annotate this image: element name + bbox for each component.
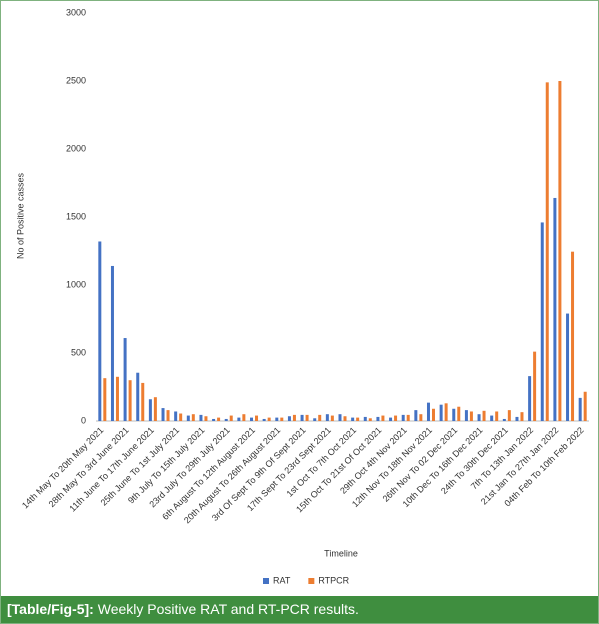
bar: [330, 415, 334, 421]
bar: [583, 391, 587, 421]
bar: [224, 418, 228, 421]
bar: [300, 414, 304, 421]
bar: [381, 415, 385, 421]
bar: [363, 416, 367, 421]
bar: [495, 411, 499, 421]
bar: [444, 403, 448, 421]
bar: [406, 414, 410, 421]
bar: [368, 418, 372, 421]
bar: [452, 408, 456, 421]
legend-label: RAT: [273, 575, 291, 585]
bar: [229, 415, 233, 421]
y-axis-label: No of Positive casses: [15, 172, 25, 259]
bar: [123, 338, 127, 421]
y-tick-label: 1500: [66, 211, 86, 221]
bar: [262, 418, 266, 421]
bar: [103, 378, 107, 421]
bar: [98, 241, 102, 421]
legend-swatch: [263, 578, 269, 584]
bar: [110, 265, 114, 421]
chart: No of Positive casses Timeline 0 500 1000 1…: [15, 7, 589, 585]
bar: [287, 416, 291, 421]
bar: [148, 399, 152, 421]
bar: [520, 412, 524, 421]
x-tick-label: 3rd Of Sept To 9th Of Sept 2021: [210, 425, 308, 523]
bar: [115, 376, 119, 421]
bar: [242, 414, 246, 421]
bar: [186, 415, 190, 421]
bar: [376, 416, 380, 421]
bar: [482, 410, 486, 421]
bar: [507, 410, 511, 421]
bar: [515, 416, 519, 421]
bar: [502, 418, 506, 421]
bar: [338, 414, 342, 421]
bar: [528, 376, 532, 421]
bar: [439, 404, 443, 421]
bar: [553, 197, 557, 421]
bar: [153, 397, 157, 421]
y-tick-label: 3000: [66, 7, 86, 17]
bar: [351, 417, 355, 421]
bar: [431, 408, 435, 421]
bar: [174, 411, 178, 421]
bar: [275, 417, 279, 421]
legend-label: RTPCR: [318, 575, 349, 585]
bar: [204, 416, 208, 421]
bar: [313, 418, 317, 421]
caption-text: Weekly Positive RAT and RT-PCR results.: [97, 601, 359, 617]
bar: [356, 417, 360, 421]
bar: [141, 382, 145, 421]
bar: [464, 410, 468, 421]
bar: [426, 402, 430, 421]
bar: [477, 414, 481, 421]
x-axis-label: Timeline: [324, 548, 358, 558]
bar: [166, 410, 170, 421]
bar: [571, 251, 575, 421]
bar: [250, 417, 254, 421]
y-tick-label: 1000: [66, 279, 86, 289]
bar: [578, 397, 582, 421]
y-tick-label: 2500: [66, 75, 86, 85]
bar: [490, 415, 494, 421]
bar: [179, 413, 183, 421]
bar: [267, 417, 271, 421]
bar: [558, 81, 562, 421]
bar: [318, 414, 322, 421]
caption: [Table/Fig-5]: Weekly Positive RAT and R…: [1, 596, 598, 623]
bar: [128, 380, 132, 421]
bar: [325, 414, 329, 421]
bar: [280, 417, 284, 421]
y-tick-label: 2000: [66, 143, 86, 153]
bar: [255, 415, 259, 421]
x-tick-label: 6th August To 12th August 2021: [160, 425, 257, 522]
bar: [401, 414, 405, 421]
bar: [343, 416, 347, 421]
bar: [212, 418, 216, 421]
bar: [389, 417, 393, 421]
bar: [457, 406, 461, 421]
y-tick-label: 0: [81, 415, 86, 425]
bar: [217, 417, 221, 421]
bar: [414, 410, 418, 421]
bar: [237, 417, 241, 421]
bar: [394, 415, 398, 421]
caption-label: [Table/Fig-5]:: [7, 601, 94, 617]
bar: [533, 351, 537, 421]
bar: [191, 414, 195, 421]
legend-swatch: [308, 578, 315, 584]
bar: [136, 372, 140, 421]
bar: [540, 222, 544, 421]
y-tick-label: 500: [71, 347, 86, 357]
bar: [292, 414, 296, 421]
bar: [199, 414, 203, 421]
bar: [305, 414, 309, 421]
bar: [161, 408, 165, 421]
bar: [469, 411, 473, 421]
bar: [419, 414, 423, 421]
bar: [566, 313, 570, 421]
bar: [545, 82, 549, 422]
